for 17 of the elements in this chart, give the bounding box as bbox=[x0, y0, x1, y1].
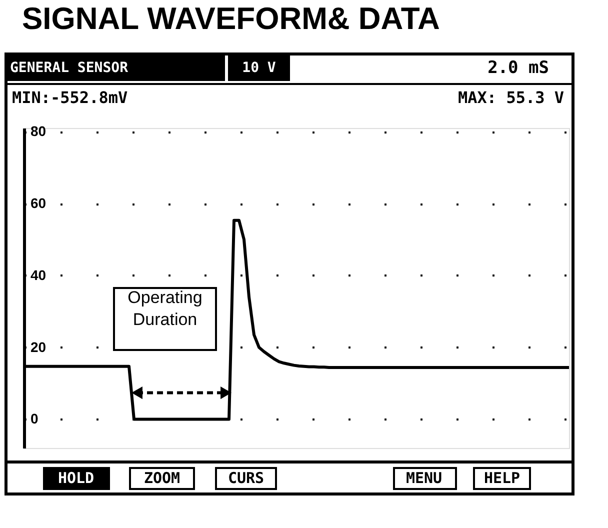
chart-title: SIGNAL WAVEFORM& DATA bbox=[22, 1, 440, 36]
text: 10 V bbox=[242, 60, 276, 76]
text: MAX: 55.3 V bbox=[458, 88, 564, 107]
y-tick-label: 0 bbox=[30, 410, 38, 427]
y-tick-label: 80 bbox=[30, 123, 46, 140]
text: MENU bbox=[406, 469, 442, 487]
y-tick-label: 20 bbox=[30, 338, 46, 355]
text: ZOOM bbox=[144, 469, 180, 487]
text: MIN:-552.8mV bbox=[12, 88, 128, 107]
annotation: Operating Duration bbox=[128, 288, 202, 329]
y-tick-label: 60 bbox=[30, 195, 46, 212]
y-tick-label: 40 bbox=[30, 266, 46, 283]
text: 2.0 mS bbox=[488, 58, 549, 78]
text: GENERAL SENSOR bbox=[10, 60, 129, 76]
text: HELP bbox=[484, 469, 520, 487]
text: HOLD bbox=[58, 469, 94, 487]
text: CURS bbox=[228, 469, 264, 487]
